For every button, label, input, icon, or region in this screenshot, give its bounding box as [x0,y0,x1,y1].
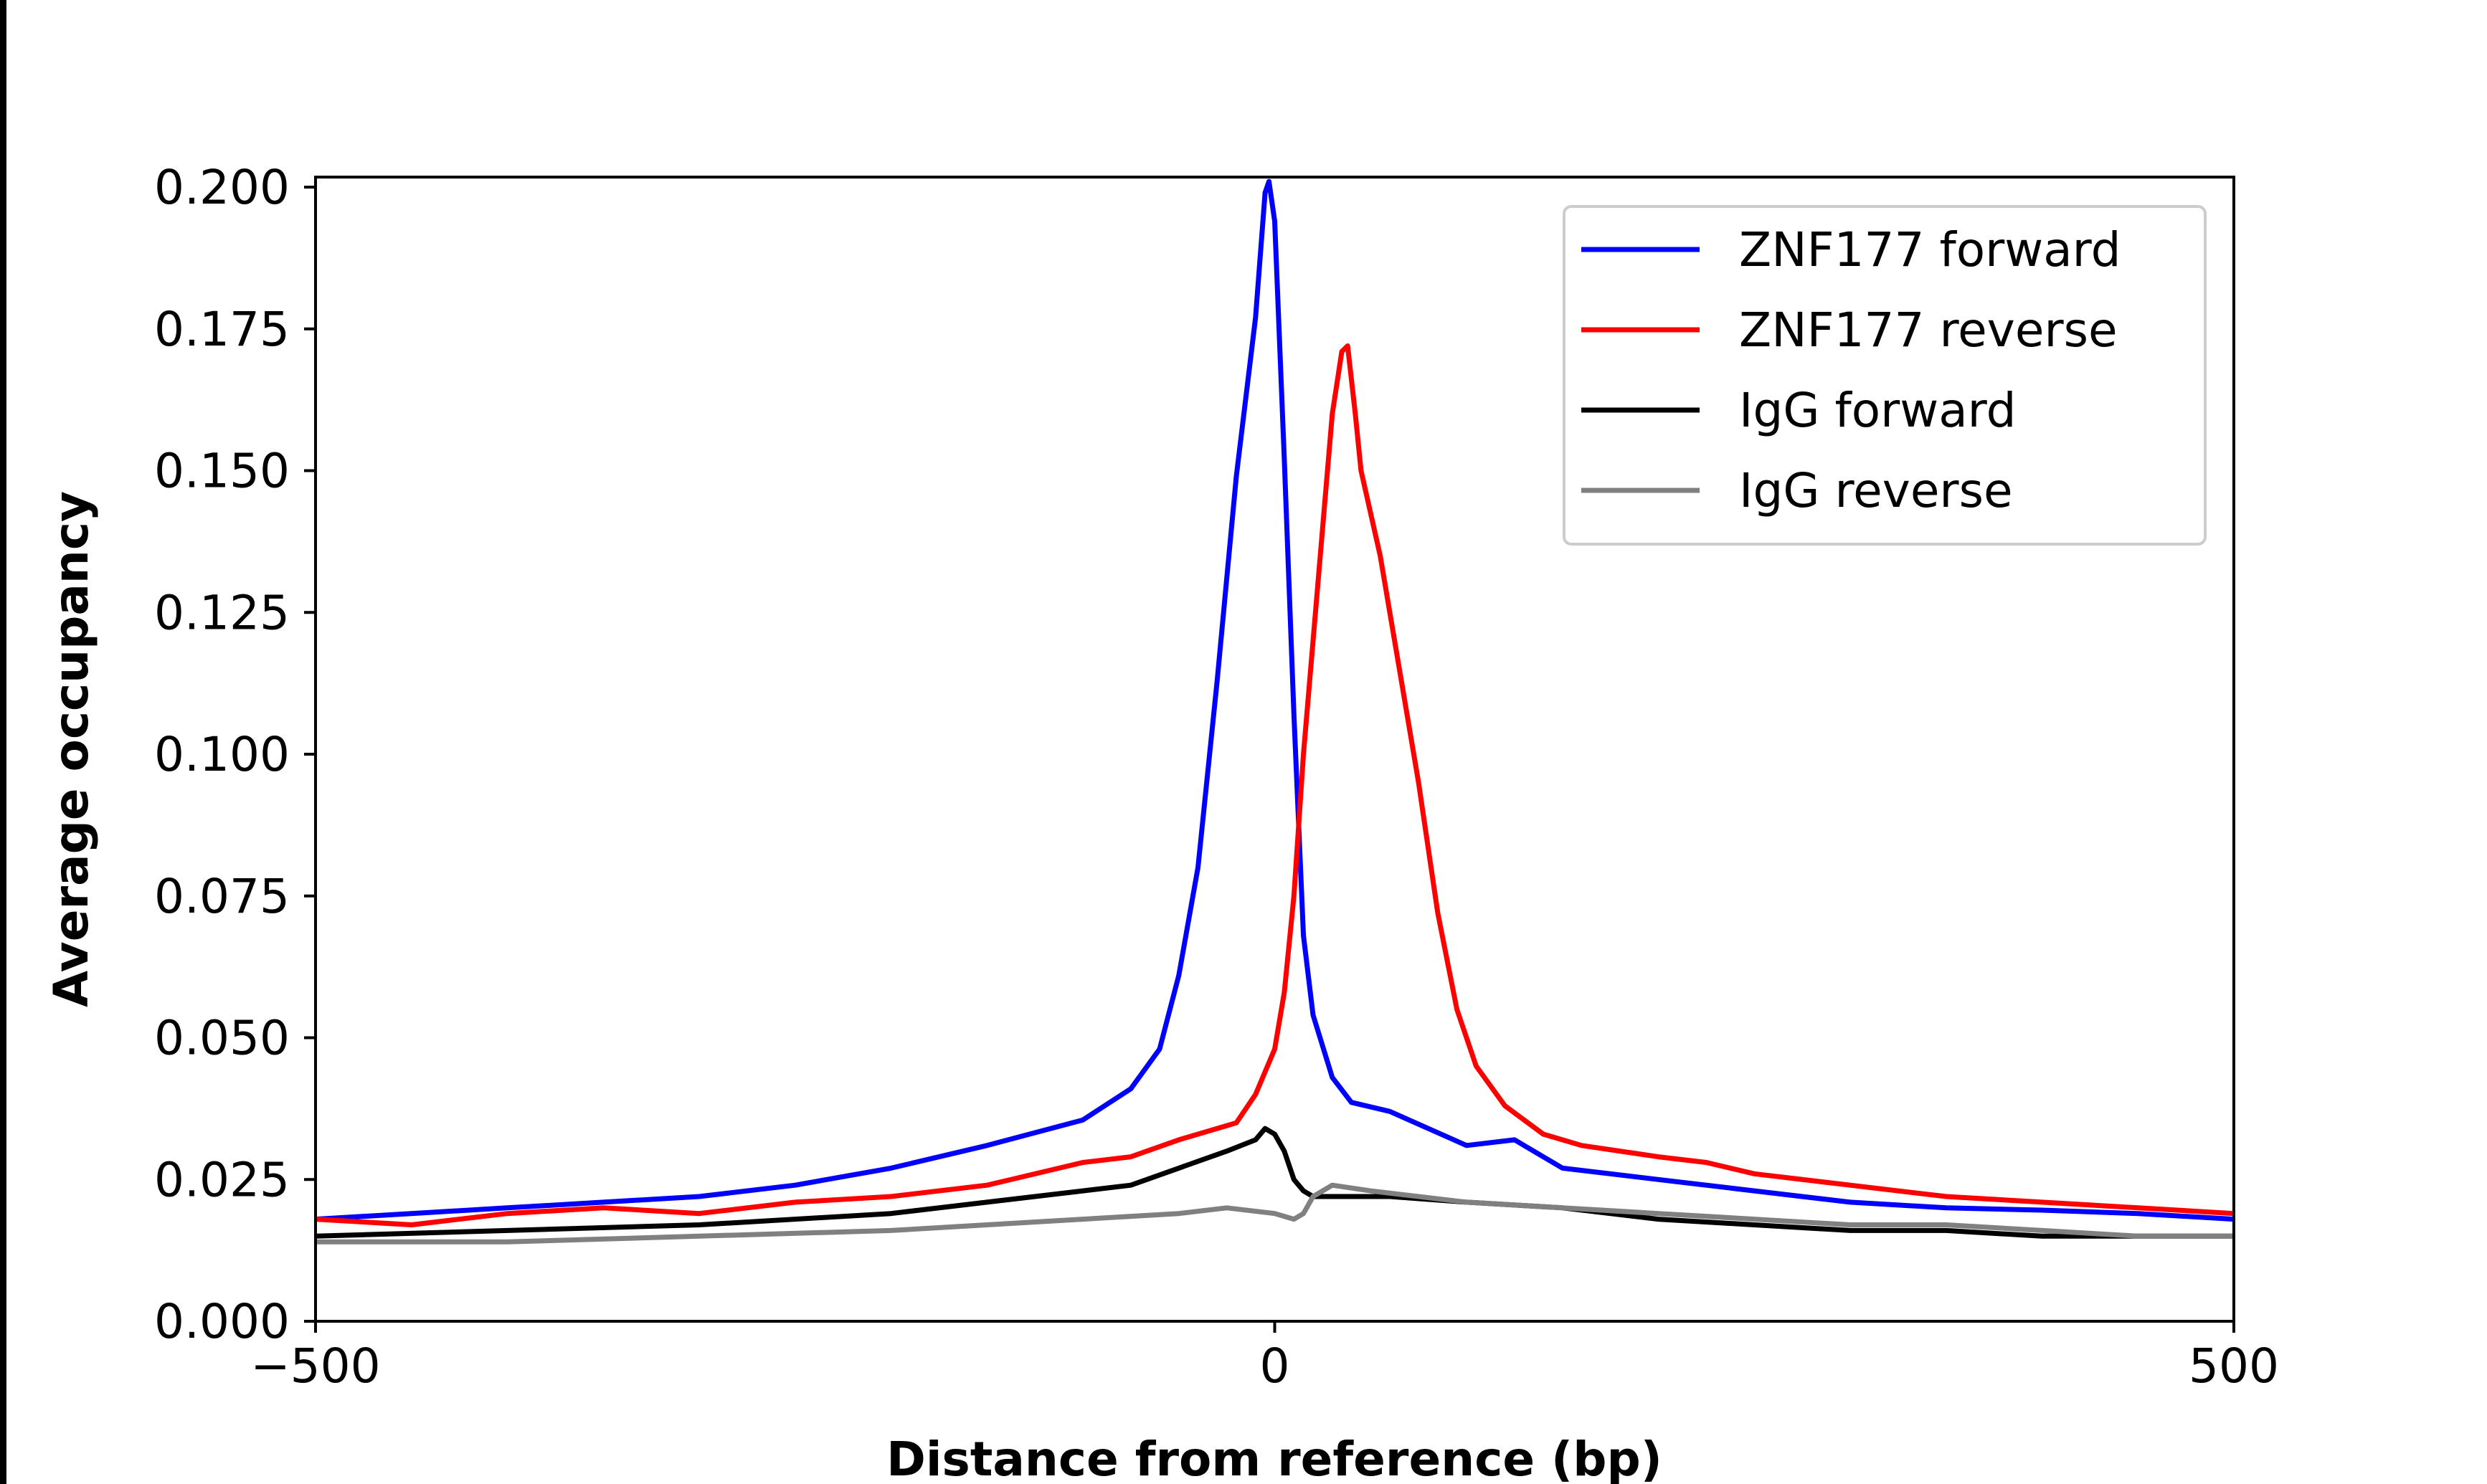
x-axis-label: Distance from reference (bp) [886,1432,1662,1484]
legend-box [1563,205,2207,546]
series-line-4 [316,1182,2234,1245]
x-tick-label: 500 [2189,1338,2279,1394]
y-tick-label: 0.050 [154,1011,290,1066]
left-edge-bar [0,0,6,1484]
y-tick-label: 0.175 [154,302,290,357]
series-layer [315,179,2235,1245]
y-tick-label: 0.025 [154,1152,290,1207]
legend-label: IgG forward [1739,383,2017,438]
x-tick-label: 0 [1260,1338,1290,1394]
legend-label: ZNF177 reverse [1739,303,2118,358]
y-tick-label: 0.100 [154,727,290,782]
legend-label: IgG reverse [1739,463,2013,518]
y-tick-label: 0.125 [154,585,290,640]
ticks-layer: −500 0 500 0.000 0.025 0.050 0.075 0.100 0.125 0.… [154,160,2279,1394]
series-line-2 [315,343,2235,1227]
y-tick-label: 0.200 [154,160,290,215]
y-tick-label: 0.150 [154,444,290,499]
legend: ZNF177 forward ZNF177 reverse IgG forward I… [1563,205,2207,546]
y-tick-label: 0.075 [154,869,290,924]
legend-label: ZNF177 forward [1739,222,2121,277]
series-line-3 [315,1126,2234,1239]
y-axis-label: Average occupancy [44,491,99,1007]
series-line-1 [315,179,2235,1222]
x-tick-label: −500 [250,1338,380,1394]
y-tick-label: 0.000 [154,1294,290,1349]
